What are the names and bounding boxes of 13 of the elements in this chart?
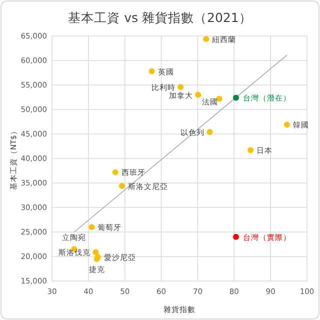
point xyxy=(216,96,222,102)
point xyxy=(88,224,95,230)
point xyxy=(148,68,155,74)
point xyxy=(178,84,184,90)
point xyxy=(92,249,99,256)
chart-title: 基本工資 vs 雜貨指數（2021） xyxy=(68,10,252,25)
point xyxy=(203,36,210,42)
point xyxy=(118,182,125,189)
point xyxy=(248,147,254,154)
point xyxy=(112,169,118,176)
point xyxy=(284,122,290,128)
point xyxy=(195,92,202,98)
point xyxy=(206,129,213,136)
